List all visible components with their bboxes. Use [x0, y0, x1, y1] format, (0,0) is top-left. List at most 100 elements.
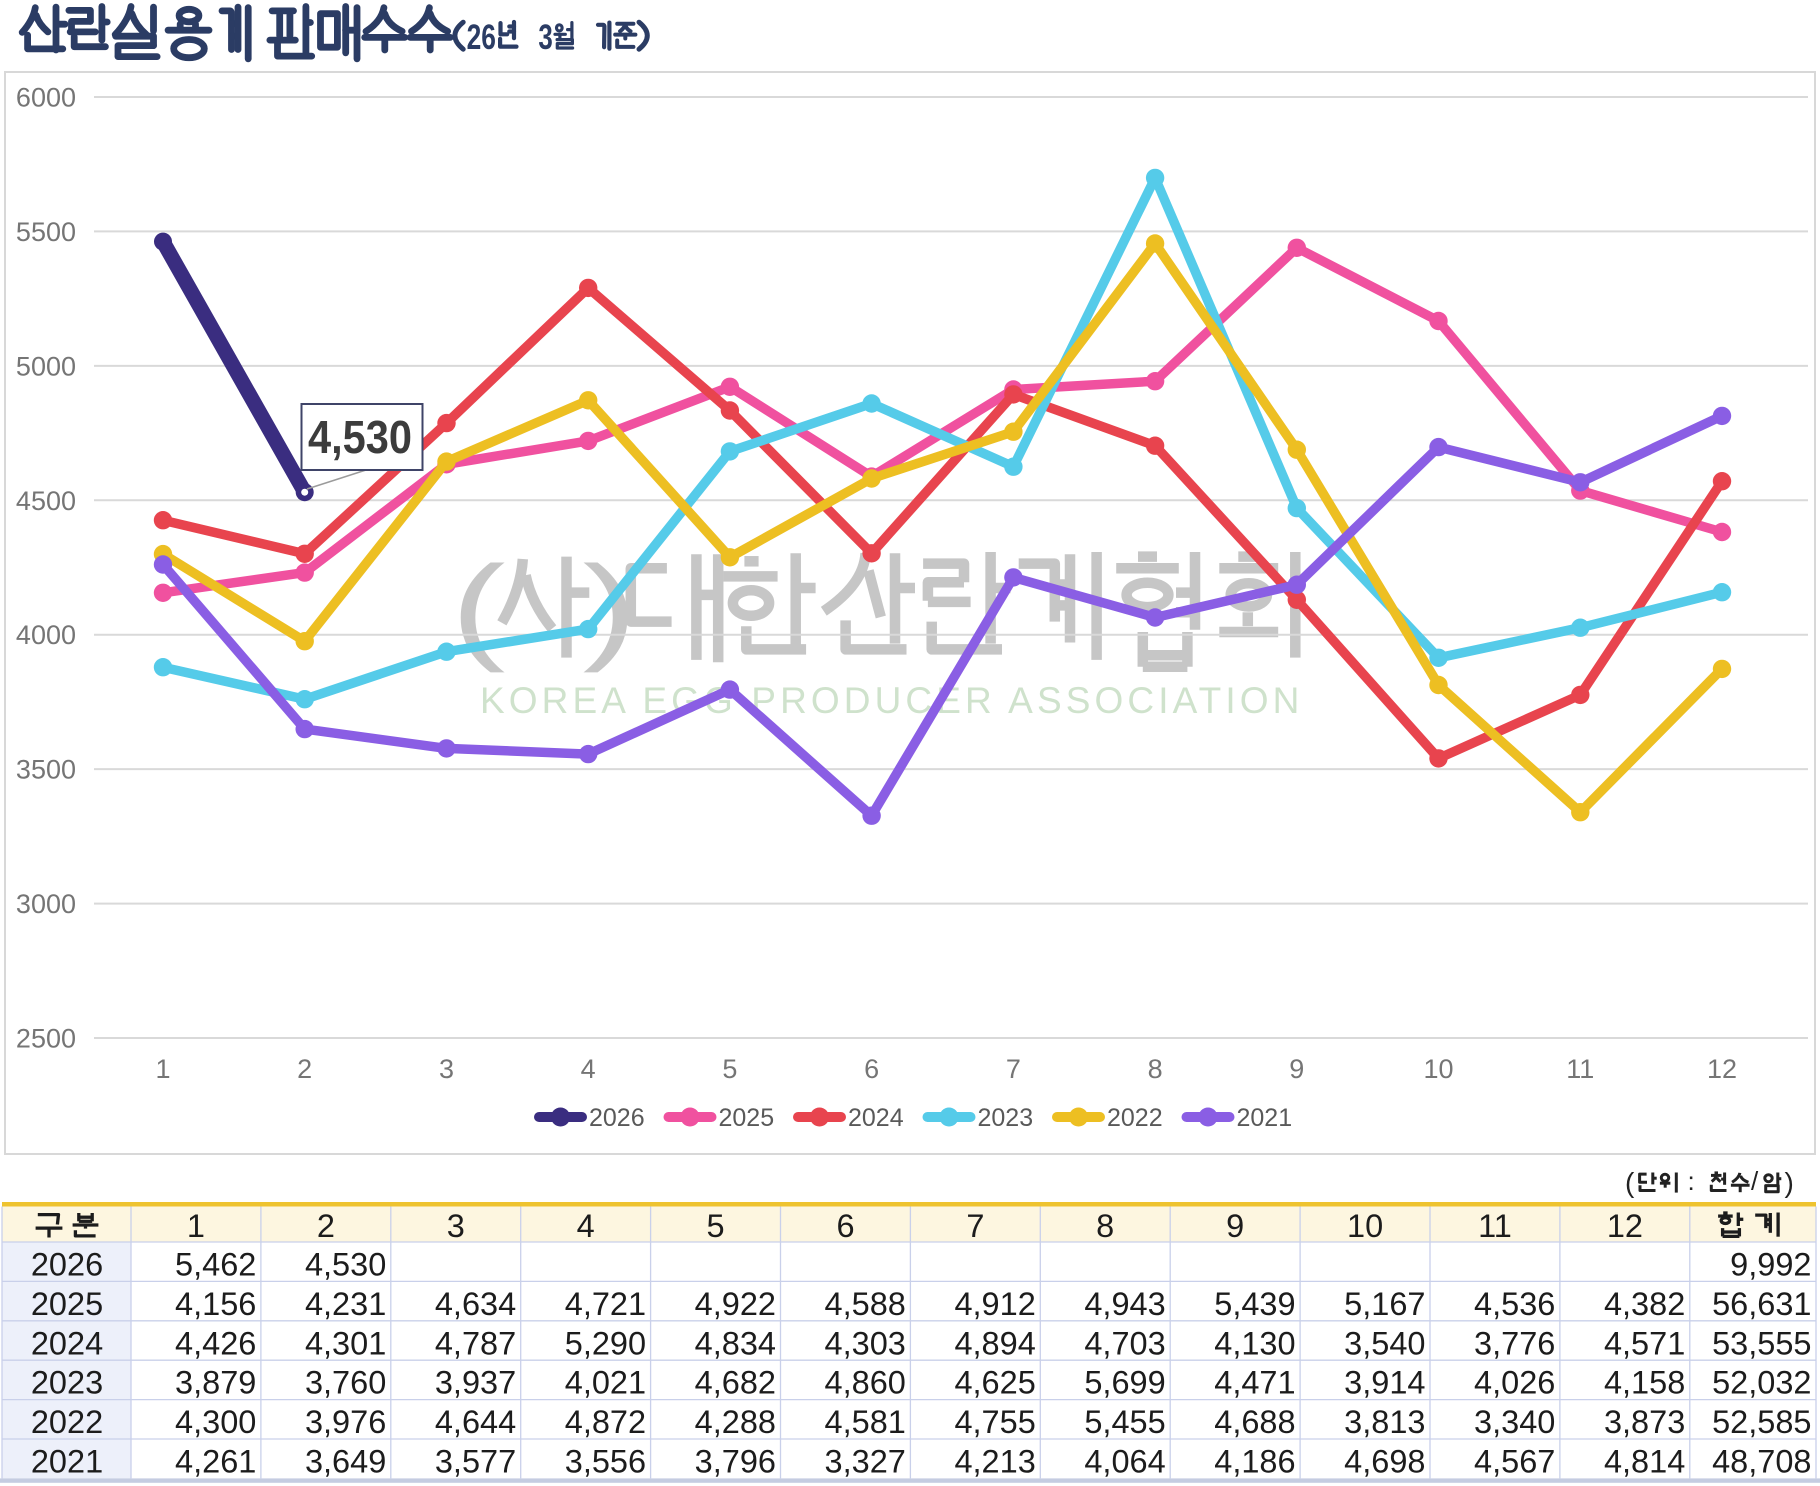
svg-text:4,922: 4,922 [695, 1286, 776, 1322]
svg-text:4,860: 4,860 [825, 1365, 906, 1401]
svg-text:26: 26 [467, 18, 496, 57]
svg-text:4,581: 4,581 [825, 1404, 906, 1440]
svg-text:2025: 2025 [31, 1286, 103, 1322]
svg-text:3500: 3500 [16, 755, 76, 785]
svg-text:3,340: 3,340 [1474, 1404, 1555, 1440]
svg-text:48,708: 48,708 [1712, 1444, 1811, 1480]
svg-text:4,567: 4,567 [1474, 1444, 1555, 1480]
svg-text:4,912: 4,912 [954, 1286, 1035, 1322]
svg-text:5,290: 5,290 [565, 1325, 646, 1361]
svg-text:4,872: 4,872 [565, 1404, 646, 1440]
svg-text:2021: 2021 [31, 1444, 103, 1480]
svg-text:3,873: 3,873 [1604, 1404, 1685, 1440]
svg-text:3,556: 3,556 [565, 1444, 646, 1480]
svg-text:9: 9 [1226, 1208, 1244, 1244]
svg-text:): ) [1785, 1167, 1794, 1198]
svg-text:4,634: 4,634 [435, 1286, 516, 1322]
svg-text:12: 12 [1607, 1208, 1643, 1244]
svg-text:4,300: 4,300 [175, 1404, 256, 1440]
svg-text:5,699: 5,699 [1084, 1365, 1165, 1401]
svg-text:4,156: 4,156 [175, 1286, 256, 1322]
svg-text:2022: 2022 [1107, 1104, 1163, 1132]
svg-text:4,301: 4,301 [305, 1325, 386, 1361]
svg-text:3,813: 3,813 [1344, 1404, 1425, 1440]
svg-text:4,064: 4,064 [1084, 1444, 1165, 1480]
svg-text:4,571: 4,571 [1604, 1325, 1685, 1361]
svg-text:4,755: 4,755 [954, 1404, 1035, 1440]
svg-text:9: 9 [1289, 1054, 1304, 1084]
svg-text:3,540: 3,540 [1344, 1325, 1425, 1361]
svg-text:11: 11 [1478, 1208, 1512, 1244]
svg-text:4,261: 4,261 [175, 1444, 256, 1480]
svg-text:4500: 4500 [16, 486, 76, 516]
svg-text:4,721: 4,721 [565, 1286, 646, 1322]
svg-text:4,644: 4,644 [435, 1404, 516, 1440]
svg-text:3,577: 3,577 [435, 1444, 516, 1480]
svg-text:4,814: 4,814 [1604, 1444, 1685, 1480]
svg-text:4,703: 4,703 [1084, 1325, 1165, 1361]
svg-text:4,130: 4,130 [1214, 1325, 1295, 1361]
svg-text:10: 10 [1347, 1208, 1383, 1244]
svg-text:2: 2 [317, 1208, 335, 1244]
svg-text:4,834: 4,834 [695, 1325, 776, 1361]
svg-text:4,943: 4,943 [1084, 1286, 1165, 1322]
svg-text:4,026: 4,026 [1474, 1365, 1555, 1401]
svg-text:(: ( [1625, 1167, 1635, 1198]
svg-text:KOREA EGG PRODUCER ASSOCIATION: KOREA EGG PRODUCER ASSOCIATION [480, 680, 1303, 721]
svg-text:4,682: 4,682 [695, 1365, 776, 1401]
svg-text:5: 5 [722, 1054, 737, 1084]
svg-text:4,688: 4,688 [1214, 1404, 1295, 1440]
svg-text:3,327: 3,327 [825, 1444, 906, 1480]
svg-text:6: 6 [864, 1054, 879, 1084]
svg-text:4,698: 4,698 [1344, 1444, 1425, 1480]
svg-text:7: 7 [966, 1208, 984, 1244]
svg-text:3,796: 3,796 [695, 1444, 776, 1480]
svg-text:2026: 2026 [31, 1247, 103, 1283]
svg-text:2025: 2025 [719, 1104, 775, 1132]
svg-text:4,471: 4,471 [1214, 1365, 1295, 1401]
svg-text:3: 3 [447, 1208, 465, 1244]
svg-text:8: 8 [1096, 1208, 1114, 1244]
svg-text:3,649: 3,649 [305, 1444, 386, 1480]
svg-text:4,186: 4,186 [1214, 1444, 1295, 1480]
svg-text:9,992: 9,992 [1730, 1247, 1811, 1283]
svg-text:53,555: 53,555 [1712, 1325, 1811, 1361]
svg-text:3,760: 3,760 [305, 1365, 386, 1401]
svg-text:2022: 2022 [31, 1404, 103, 1440]
svg-text:4,288: 4,288 [695, 1404, 776, 1440]
svg-text:8: 8 [1148, 1054, 1163, 1084]
svg-text:4,894: 4,894 [954, 1325, 1035, 1361]
svg-text:4: 4 [577, 1208, 595, 1244]
svg-text:5500: 5500 [16, 217, 76, 247]
svg-text:2024: 2024 [848, 1104, 904, 1132]
svg-text:1: 1 [187, 1208, 205, 1244]
svg-text:4,158: 4,158 [1604, 1365, 1685, 1401]
svg-text:6: 6 [836, 1208, 854, 1244]
svg-text:1: 1 [155, 1054, 170, 1084]
svg-text:4,213: 4,213 [954, 1444, 1035, 1480]
svg-text:3,937: 3,937 [435, 1365, 516, 1401]
svg-text:4,625: 4,625 [954, 1365, 1035, 1401]
svg-text:5,167: 5,167 [1344, 1286, 1425, 1322]
svg-text:56,631: 56,631 [1712, 1286, 1811, 1322]
svg-text:/: / [1751, 1166, 1759, 1196]
svg-text:4: 4 [581, 1054, 596, 1084]
svg-text:2024: 2024 [31, 1325, 103, 1361]
svg-text:7: 7 [1006, 1054, 1021, 1084]
svg-text::: : [1688, 1166, 1695, 1196]
svg-text:2500: 2500 [16, 1024, 76, 1054]
svg-text:3: 3 [538, 18, 552, 57]
svg-text:10: 10 [1423, 1054, 1453, 1084]
svg-text:4,303: 4,303 [825, 1325, 906, 1361]
svg-text:12: 12 [1707, 1054, 1737, 1084]
svg-text:4,588: 4,588 [825, 1286, 906, 1322]
svg-text:52,032: 52,032 [1712, 1365, 1811, 1401]
svg-text:2023: 2023 [31, 1365, 103, 1401]
svg-text:3,776: 3,776 [1474, 1325, 1555, 1361]
svg-text:4000: 4000 [16, 620, 76, 650]
svg-text:4,021: 4,021 [565, 1365, 646, 1401]
svg-text:52,585: 52,585 [1712, 1404, 1811, 1440]
svg-text:3000: 3000 [16, 889, 76, 919]
svg-text:4,536: 4,536 [1474, 1286, 1555, 1322]
svg-text:3,976: 3,976 [305, 1404, 386, 1440]
